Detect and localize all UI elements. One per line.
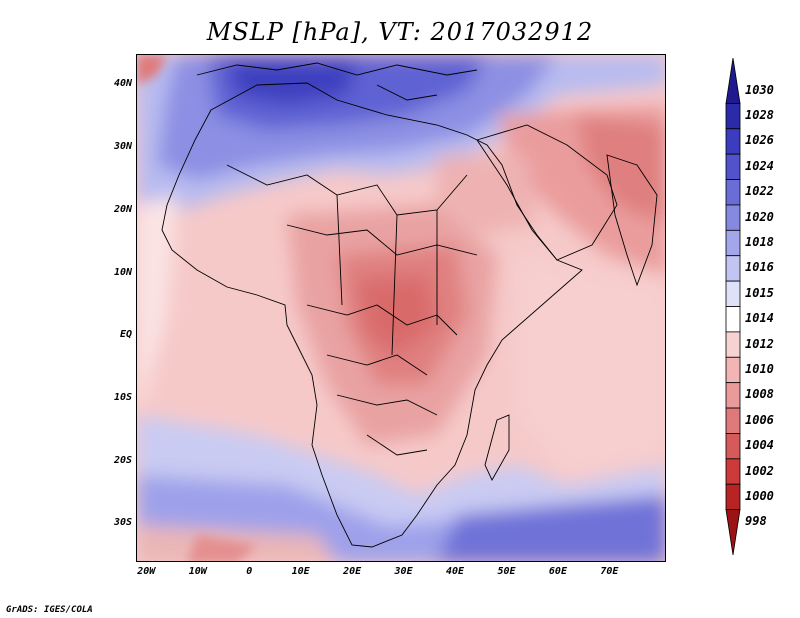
map-title: MSLP [hPa], VT: 2017032912 [206, 18, 594, 46]
colorbar-swatch [725, 407, 741, 434]
colorbar-level-label: 1016 [745, 260, 774, 275]
colorbar-swatch [725, 102, 741, 130]
colorbar-level-label: 1004 [745, 438, 774, 453]
colorbar-level-label: 1008 [745, 387, 774, 402]
lon-tick-label: 70E [600, 566, 619, 577]
coastlines [161, 62, 658, 548]
colorbar-swatch [725, 433, 741, 460]
colorbar-level-label: 1012 [745, 336, 774, 351]
colorbar-swatch [725, 483, 741, 511]
lat-tick-label: 30S [113, 517, 132, 529]
colorbar-level-label: 1000 [745, 488, 774, 503]
colorbar-swatch [725, 509, 741, 556]
footer-credit: GrADS: IGES/COLA [6, 605, 93, 615]
colorbar-swatch [725, 382, 741, 409]
lat-tick-label: 40N [113, 78, 132, 90]
lon-tick-label: 40E [445, 566, 465, 577]
colorbar-level-label: 1030 [745, 82, 774, 97]
lat-tick-label: 20N [113, 203, 132, 215]
lon-tick-label: 20W [137, 566, 156, 577]
lat-tick-label: 10N [113, 266, 132, 278]
lat-tick-label: 30N [113, 141, 132, 153]
lat-tick-label: 10S [113, 391, 132, 403]
colorbar-swatch [725, 331, 741, 358]
lat-tick-label: 20S [113, 454, 132, 466]
colorbar-level-label: 1002 [745, 463, 774, 478]
colorbar-level-label: 1018 [745, 235, 774, 250]
lon-tick-label: 20E [343, 566, 362, 577]
lon-tick-label: 0 [246, 566, 253, 577]
colorbar-swatch [725, 306, 741, 333]
colorbar-level-label: 1010 [745, 361, 774, 376]
colorbar-level-label: 1020 [745, 209, 774, 224]
lon-tick-label: 10W [188, 566, 207, 577]
colorbar-swatch [725, 458, 741, 485]
colorbar-swatch [725, 229, 741, 257]
colorbar-level-label: 1022 [745, 184, 774, 199]
lon-tick-label: 60E [548, 566, 567, 577]
colorbar-swatch [725, 255, 741, 282]
pressure-field-accents [137, 55, 257, 561]
colorbar-level-label: 1006 [745, 412, 774, 427]
lon-tick-label: 10E [291, 566, 310, 577]
map-panel [136, 54, 666, 562]
colorbar-swatch [725, 204, 741, 231]
colorbar-swatch [725, 356, 741, 384]
colorbar-level-label: 1026 [745, 133, 774, 148]
lon-tick-label: 30E [394, 566, 413, 577]
colorbar-level-label: 1024 [745, 158, 774, 173]
colorbar-swatch [725, 179, 741, 206]
colorbar-swatch [725, 280, 741, 307]
colorbar-swatch [725, 128, 741, 155]
lat-tick-label: EQ [119, 329, 132, 341]
colorbar-level-label: 1014 [745, 311, 774, 326]
pressure-field [137, 55, 665, 561]
colorbar-level-label: 1015 [745, 285, 774, 300]
colorbar-swatch [725, 57, 741, 104]
colorbar-swatch [725, 153, 741, 180]
colorbar-level-label: 998 [745, 514, 767, 529]
mslp-map [137, 55, 665, 561]
colorbar-level-label: 1028 [745, 108, 774, 123]
lon-tick-label: 50E [497, 566, 516, 577]
